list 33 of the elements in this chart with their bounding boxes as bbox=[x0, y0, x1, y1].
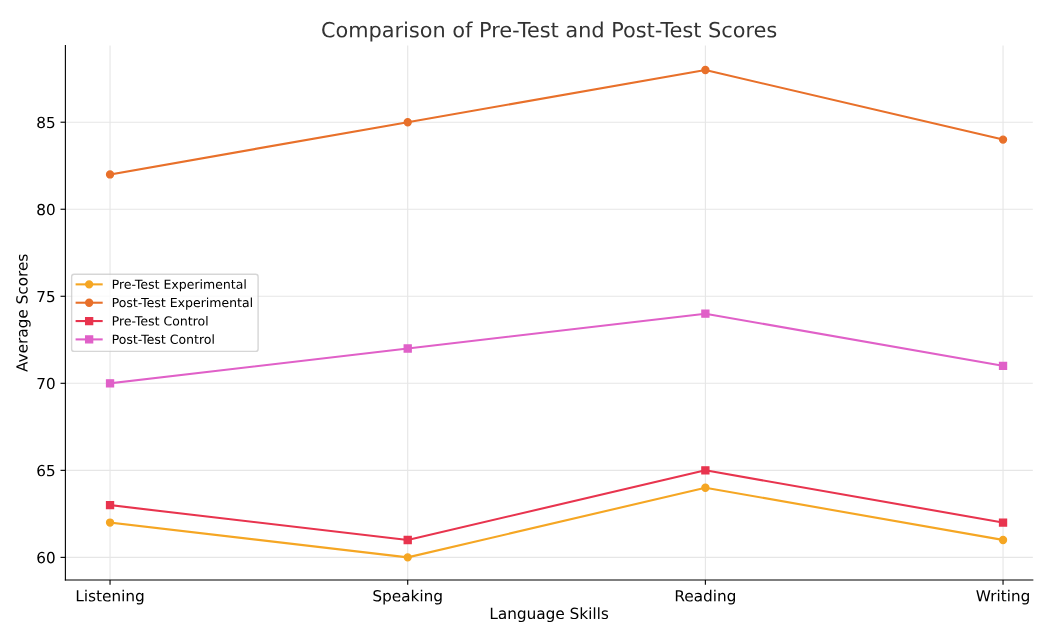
point bbox=[105, 170, 115, 179]
point bbox=[998, 135, 1008, 144]
point bbox=[701, 483, 710, 492]
point bbox=[403, 535, 412, 545]
y-tick-label: 70 bbox=[37, 377, 55, 390]
point bbox=[701, 466, 710, 475]
legend-label: Post-Test Experimental bbox=[112, 297, 252, 310]
point bbox=[403, 553, 412, 562]
x-tick-label: Speaking bbox=[373, 589, 442, 605]
y-tick-label: 60 bbox=[37, 551, 55, 564]
x-tick-label: Writing bbox=[976, 589, 1029, 605]
point bbox=[701, 65, 710, 75]
y-tick-label: 75 bbox=[37, 290, 55, 303]
legend-label: Pre-Test Experimental bbox=[112, 279, 246, 292]
point bbox=[105, 500, 115, 510]
point bbox=[701, 309, 710, 318]
legend-label: Pre-Test Control bbox=[112, 315, 208, 326]
x-tick-label: Listening bbox=[76, 589, 144, 605]
y-tick-label: 85 bbox=[37, 116, 55, 129]
point bbox=[998, 535, 1008, 545]
point bbox=[998, 361, 1008, 371]
point bbox=[105, 379, 115, 388]
x-axis-title: Language Skills bbox=[490, 607, 609, 623]
y-tick-label: 80 bbox=[37, 203, 55, 216]
y-tick-label: 65 bbox=[37, 464, 55, 477]
legend-label: Post-Test Control bbox=[112, 334, 214, 344]
point bbox=[105, 518, 115, 527]
point bbox=[403, 344, 412, 353]
y-axis-title: Average Scores bbox=[16, 254, 31, 372]
chart-title: Comparison of Pre-Test and Post-Test Scores bbox=[322, 21, 777, 42]
point bbox=[403, 118, 412, 127]
x-tick-label: Reading bbox=[675, 589, 735, 605]
point bbox=[998, 518, 1008, 527]
